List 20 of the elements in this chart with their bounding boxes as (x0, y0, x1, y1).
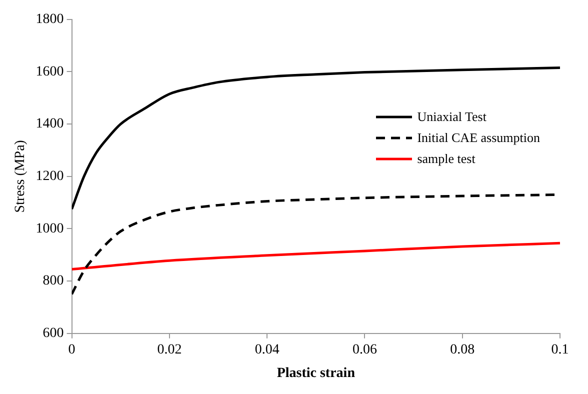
x-tick-label: 0.04 (254, 342, 280, 358)
legend-label: sample test (417, 150, 476, 168)
y-tick-label: 1600 (36, 64, 64, 80)
y-tick-label: 800 (42, 274, 64, 289)
y-tick-label: 1000 (36, 221, 64, 236)
y-tick-label: 600 (42, 326, 64, 342)
y-axis-title: Stress (MPa) (13, 140, 28, 213)
y-tick-label: 1200 (36, 169, 64, 184)
legend-label: Uniaxial Test (417, 108, 486, 126)
line-series (72, 66, 560, 210)
x-tick-label: 0.1 (551, 342, 569, 358)
line-series (72, 242, 560, 271)
x-tick-label: 0.06 (352, 342, 377, 358)
x-tick-label: 0.08 (450, 342, 475, 358)
x-tick-label: 0.02 (157, 342, 182, 358)
x-axis-title: Plastic strain (276, 366, 356, 382)
y-tick-label: 1800 (36, 12, 64, 28)
y-tick-label: 1400 (36, 116, 64, 132)
legend-label: Initial CAE assumption (417, 129, 540, 147)
x-tick-label: 0 (68, 342, 76, 358)
